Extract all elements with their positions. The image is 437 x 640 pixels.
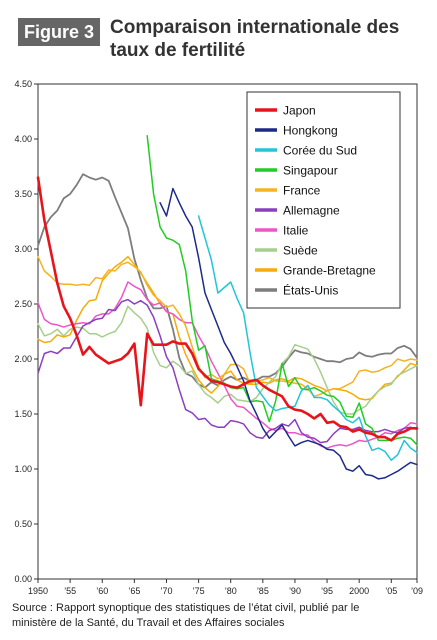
y-tick-label: 3.00 [14, 244, 32, 254]
legend-label-allemagne: Allemagne [283, 204, 340, 218]
legend-label-hongkong: Hongkong [283, 124, 338, 138]
x-tick-label: ’85 [257, 586, 269, 596]
y-tick-label: 4.00 [14, 134, 32, 144]
x-tick-label: ’60 [96, 586, 108, 596]
fertility-line-chart: 0.00 0.50 1.00 1.50 2.00 2.50 3.00 3.50 4.00 4.50… [14, 79, 423, 596]
source-line-2: ministère de la Santé, du Travail et des… [12, 617, 285, 629]
figure-label: Figure 3 [18, 18, 100, 46]
x-tick-label: ’70 [160, 586, 172, 596]
chart-title-line-1: Comparaison internationale des [110, 17, 400, 38]
x-tick-label: 1950 [28, 586, 48, 596]
legend-box [246, 91, 401, 309]
x-tick-label: ’80 [225, 586, 237, 596]
x-tick-label: 2000 [349, 586, 369, 596]
x-tick-label: ’05 [385, 586, 397, 596]
y-tick-label: 0.50 [14, 519, 32, 529]
x-tick-label: ’90 [289, 586, 301, 596]
y-tick-label: 2.00 [14, 354, 32, 364]
series-line-coree-du-sud [197, 215, 418, 461]
y-tick-label: 1.00 [14, 464, 32, 474]
y-tick-label: 4.50 [14, 79, 32, 89]
series-line-france [37, 255, 418, 398]
x-tick-label: ’55 [64, 586, 76, 596]
series-line-etats-unis [37, 173, 418, 389]
legend-label-japon: Japon [283, 104, 316, 118]
chart-title-line-2: taux de fertilité [110, 40, 246, 61]
legend-label-grande-bretagne: Grande-Bretagne [283, 264, 376, 278]
y-tick-label: 0.00 [14, 574, 32, 584]
y-tick-label: 3.50 [14, 189, 32, 199]
series-line-japon [36, 176, 419, 442]
series-line-allemagne [37, 298, 418, 444]
legend-label-suede: Suède [283, 244, 318, 258]
series-line-hongkong [159, 187, 418, 480]
legend-label-france: France [283, 184, 321, 198]
x-tick-label: ’95 [321, 586, 333, 596]
series-line-grande-bretagne [37, 255, 418, 401]
legend-label-italie: Italie [283, 224, 309, 238]
x-tick-label: ’65 [128, 586, 140, 596]
source-line-1: Source : Rapport synoptique des statisti… [12, 602, 360, 614]
legend-label-singapour: Singapour [283, 164, 338, 178]
chart-title: Comparaison internationale des taux de f… [110, 16, 430, 62]
source-note: Source : Rapport synoptique des statisti… [12, 601, 432, 631]
x-tick-label: ’75 [193, 586, 205, 596]
x-tick-label: ’09 [411, 586, 423, 596]
series-line-italie [37, 281, 418, 449]
legend-label-coree-du-sud: Corée du Sud [283, 144, 357, 158]
legend-label-etats-unis: États-Unis [283, 283, 338, 298]
y-tick-label: 2.50 [14, 299, 32, 309]
series-line-singapour [146, 134, 418, 446]
y-tick-label: 1.50 [14, 409, 32, 419]
